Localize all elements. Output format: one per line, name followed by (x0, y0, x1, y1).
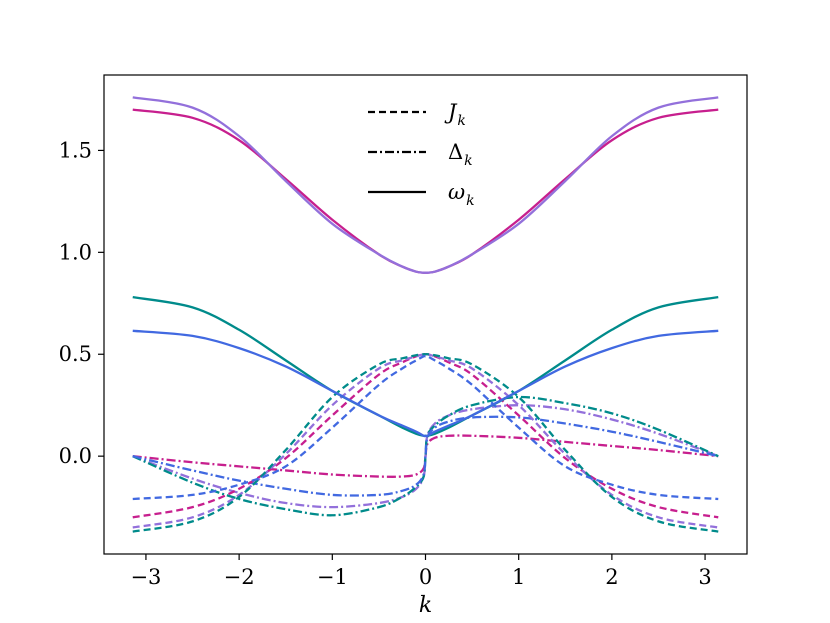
series-layer (132, 96, 719, 533)
legend-label-dashed: Jk (444, 100, 466, 129)
x-tick-label: 2 (605, 565, 618, 589)
series-line-blue-solid (132, 329, 719, 438)
x-axis-label: k (419, 593, 432, 618)
y-tick-label: 1.5 (59, 138, 92, 162)
series-line-teal-solid (132, 296, 719, 438)
series-line-blue-dashdot (132, 415, 719, 497)
x-tick-label: 0 (419, 565, 432, 589)
legend-label-dashdot: Δk (448, 140, 473, 169)
x-tick-label: −1 (317, 565, 348, 589)
series-line-teal-dashed (132, 353, 719, 533)
series-line-lavender-solid (132, 96, 719, 274)
series-line-blue-dashed (132, 354, 719, 501)
x-tick-label: −2 (224, 565, 255, 589)
y-tick-label: 0.0 (59, 444, 92, 468)
ticks-layer: −3 −2 −1 0 1 2 3 0.0 0.5 1.0 1.5 (59, 138, 712, 589)
legend-label-solid: ωk (448, 180, 475, 209)
series-line-lavender-dashdot (132, 404, 719, 509)
legend: Jk Δk ωk (368, 100, 475, 209)
x-tick-label: 3 (698, 565, 711, 589)
y-tick-label: 0.5 (59, 342, 92, 366)
x-tick-label: 1 (512, 565, 525, 589)
y-tick-label: 1.0 (59, 240, 92, 264)
x-tick-label: −3 (130, 565, 161, 589)
